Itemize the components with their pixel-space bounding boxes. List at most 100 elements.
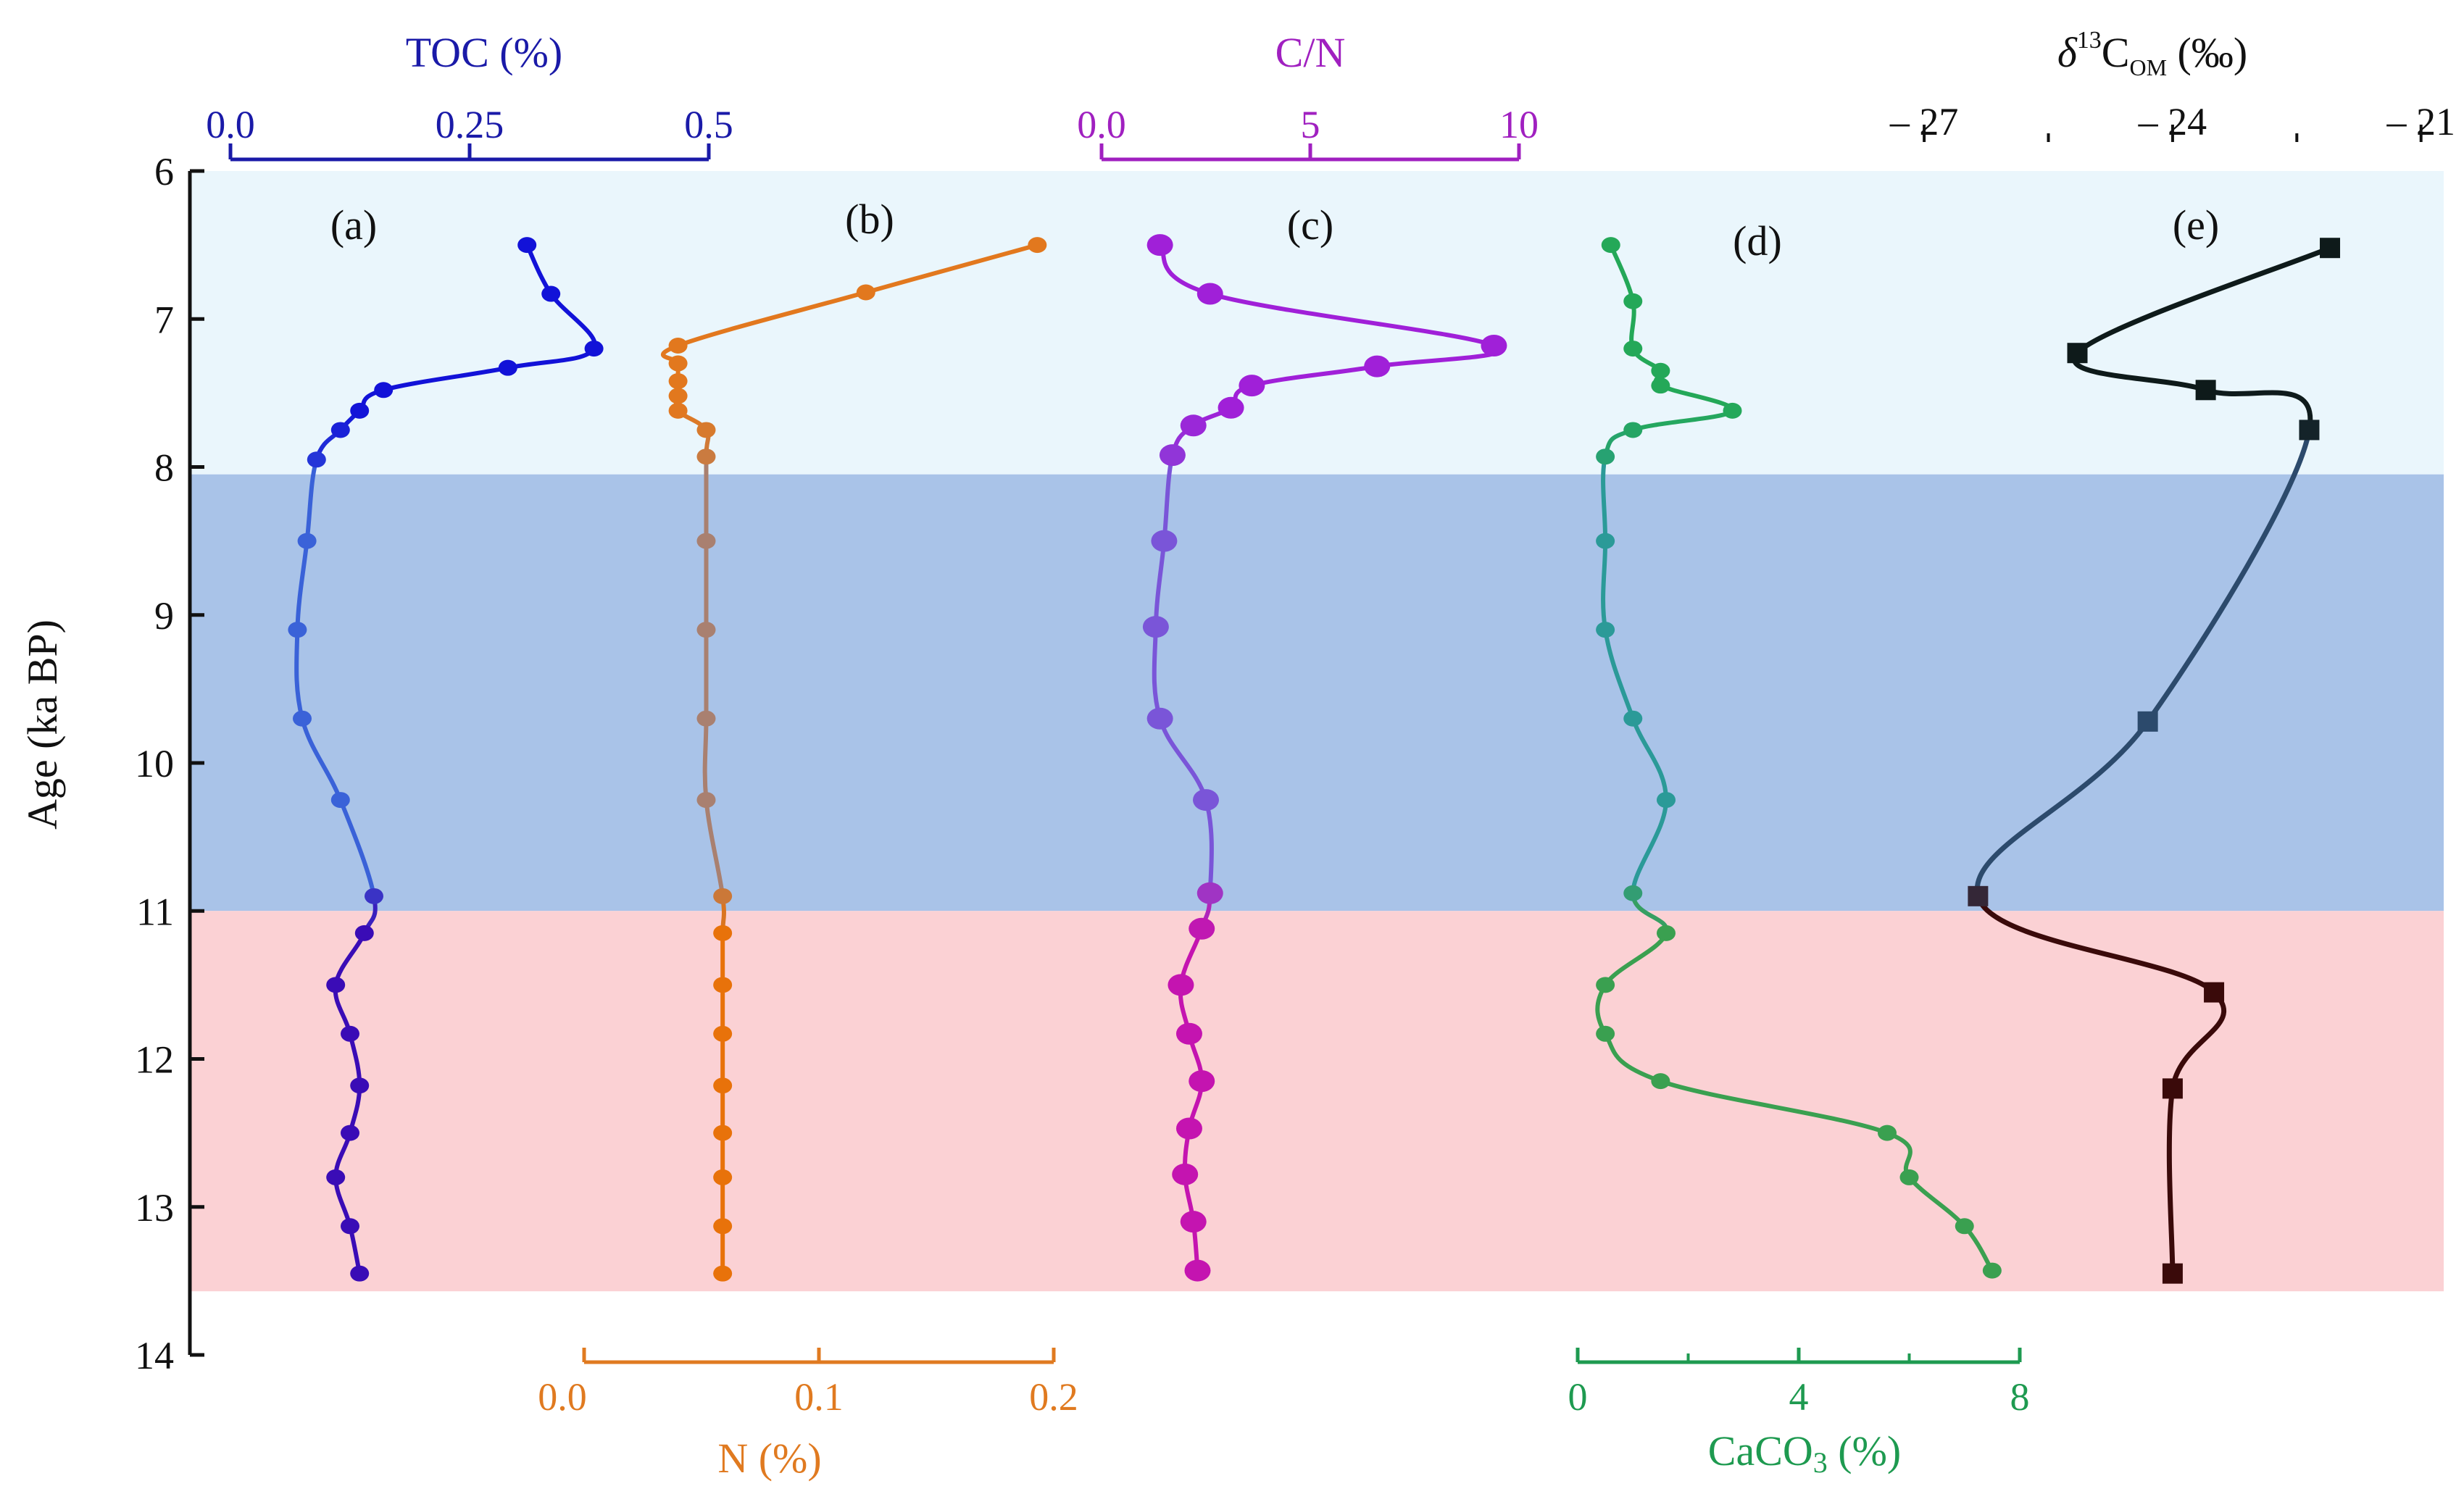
axis-tick-label: 0.5 — [684, 103, 733, 146]
data-point — [1982, 1262, 2002, 1279]
axis-tick-label: 0.0 — [1077, 103, 1126, 146]
data-point — [1657, 792, 1676, 809]
series-segment — [1603, 627, 1636, 721]
data-point — [1146, 707, 1173, 730]
data-point — [1196, 283, 1223, 305]
axis-tick-label: 4 — [1789, 1375, 1809, 1419]
data-point — [713, 1025, 733, 1042]
data-point — [293, 710, 312, 727]
data-point — [584, 341, 604, 357]
series-segment — [1658, 1079, 1889, 1135]
data-point — [330, 792, 350, 809]
axis-d: 0 4 8 CaCO3 (%) — [1568, 1348, 2030, 1479]
series-segment — [1975, 893, 2217, 996]
age-tick-label: 14 — [135, 1334, 174, 1377]
data-point — [307, 451, 326, 468]
data-point — [1651, 1073, 1670, 1090]
data-point — [1196, 882, 1223, 904]
data-point — [1239, 375, 1265, 397]
data-point — [1184, 1259, 1211, 1282]
data-point — [668, 338, 688, 354]
data-point — [326, 1169, 346, 1185]
age-tick-label: 6 — [154, 150, 174, 193]
data-point — [1172, 1163, 1199, 1185]
age-tick-label: 8 — [154, 446, 174, 490]
data-point — [1596, 448, 1615, 465]
data-point — [1180, 1211, 1207, 1233]
data-point — [1218, 396, 1244, 419]
data-point — [1189, 1070, 1215, 1093]
data-point — [2204, 982, 2225, 1003]
age-tick-label: 11 — [136, 890, 174, 933]
series-segment — [338, 798, 376, 898]
climate-zones — [190, 171, 2444, 1292]
series-segment — [295, 538, 309, 633]
age-tick-label: 13 — [135, 1186, 174, 1230]
series-segment — [2170, 990, 2227, 1091]
data-point — [668, 388, 688, 404]
data-point — [517, 237, 537, 254]
axis-title: CaCO3 (%) — [1708, 1427, 1901, 1479]
axis-title: δ13COM (‰) — [2057, 27, 2247, 80]
data-point — [696, 622, 716, 638]
data-point — [1193, 789, 1219, 812]
data-point — [1146, 234, 1173, 256]
data-point — [713, 1125, 733, 1141]
axis-tick-label: 0.0 — [538, 1375, 587, 1419]
series-segment — [675, 290, 868, 349]
axis-title: N (%) — [717, 1435, 821, 1482]
panel-label: (d) — [1733, 217, 1782, 264]
data-point — [713, 1077, 733, 1094]
series-segment — [2166, 1085, 2176, 1277]
data-point — [341, 1125, 359, 1141]
data-point — [1651, 377, 1670, 394]
data-point — [2320, 238, 2341, 259]
data-point — [2137, 711, 2158, 732]
data-point — [1955, 1218, 1974, 1235]
data-point — [1657, 925, 1676, 941]
data-point — [1159, 444, 1186, 467]
series-a — [288, 237, 604, 1282]
axis-tick-label: 0.25 — [436, 103, 504, 146]
zone-band — [190, 171, 2444, 475]
data-point — [1723, 402, 1742, 419]
data-point — [1623, 422, 1643, 438]
axis-tick-label: – 27 — [1889, 100, 1959, 143]
data-point — [696, 422, 716, 438]
data-point — [668, 402, 688, 419]
data-point — [668, 373, 688, 390]
axis-e: – 27 – 24 – 21 δ13COM (‰) — [1889, 27, 2455, 143]
series-segment — [1974, 719, 2151, 899]
data-point — [713, 925, 733, 941]
series-segment — [863, 243, 1040, 295]
axis-tick-label: – 21 — [2386, 100, 2455, 143]
data-point — [2195, 380, 2216, 401]
data-point — [1596, 977, 1615, 993]
data-point — [1651, 362, 1670, 379]
axis-a: 0.0 0.25 0.5 TOC (%) — [206, 29, 733, 162]
series-segment — [300, 716, 343, 803]
data-point — [1596, 533, 1615, 549]
data-point — [1601, 237, 1620, 254]
data-point — [374, 382, 394, 399]
data-point — [288, 622, 307, 638]
series-segment — [2075, 245, 2333, 356]
data-point — [1968, 885, 1989, 906]
data-point — [713, 1169, 733, 1185]
age-axis: 6 7 8 9 10 11 12 13 14 — [135, 150, 204, 1377]
data-point — [1151, 530, 1178, 552]
data-point — [1623, 710, 1643, 727]
data-point — [2067, 343, 2088, 364]
data-point — [326, 977, 346, 993]
data-point — [350, 402, 370, 419]
series-segment — [1631, 798, 1668, 896]
data-point — [498, 359, 517, 376]
data-point — [1189, 917, 1215, 940]
data-point — [1175, 1022, 1202, 1045]
data-point — [1623, 341, 1643, 357]
series-segment — [294, 627, 304, 721]
series-layer: (a) (b) (c) (d) (e) — [288, 196, 2341, 1284]
data-point — [696, 710, 716, 727]
axis-tick-label: 0.2 — [1029, 1375, 1078, 1419]
series-segment — [1631, 716, 1668, 803]
